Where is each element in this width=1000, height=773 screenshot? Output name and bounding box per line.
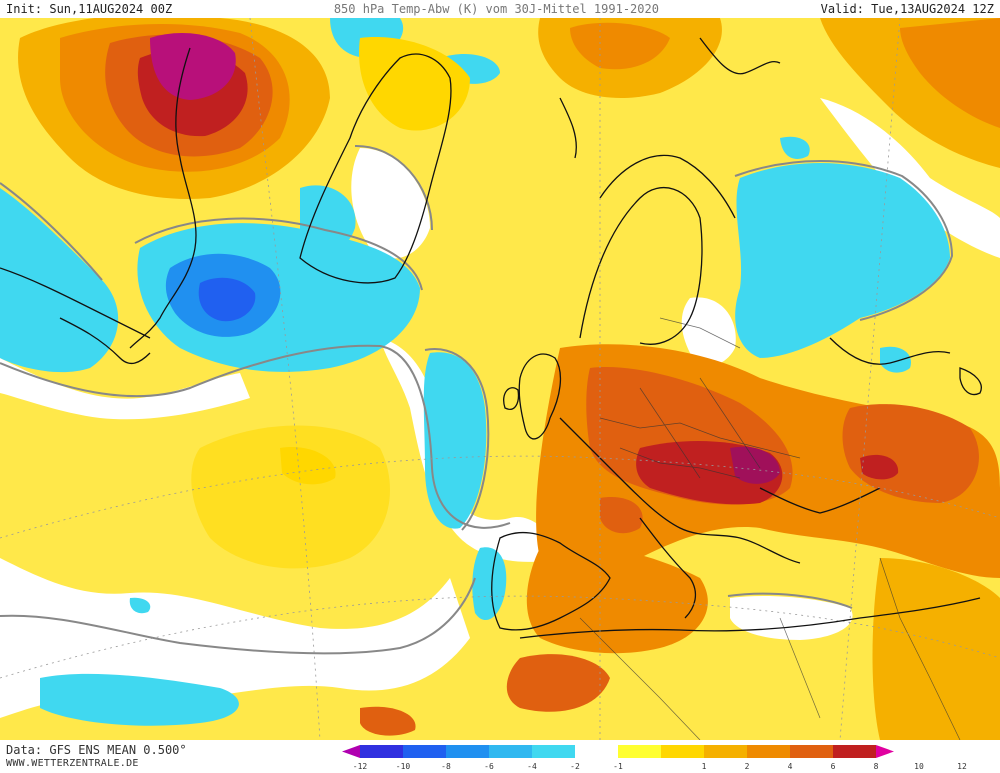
cold-anomaly-volga (880, 346, 911, 373)
init-time: Init: Sun,11AUG2024 00Z (6, 2, 173, 16)
legend-swatch (661, 745, 704, 758)
legend-tick-label: 10 (914, 762, 924, 771)
legend-swatch (575, 745, 618, 758)
legend-tick-label: 6 (831, 762, 836, 771)
website-credit: WWW.WETTERZENTRALE.DE (6, 758, 139, 769)
lat-lon-grid (0, 18, 1000, 740)
legend-tick-label: -4 (527, 762, 537, 771)
legend-tick-label: 8 (874, 762, 879, 771)
iberia-coast (491, 531, 611, 631)
cold-anomaly-south-atlantic (40, 673, 239, 726)
map-footer: Data: GFS ENS MEAN 0.500° WWW.WETTERZENT… (0, 740, 1000, 773)
legend-tick-label: -6 (484, 762, 494, 771)
legend-swatch (833, 745, 876, 758)
map-header: Init: Sun,11AUG2024 00Z 850 hPa Temp-Abw… (0, 0, 1000, 18)
neutral-zone-baltic (681, 297, 736, 366)
legend-tick-label: -8 (441, 762, 451, 771)
cold-anomaly-dot (129, 597, 151, 614)
greenland-coast (299, 53, 452, 284)
legend-swatch (446, 745, 489, 758)
warm-anomaly-morocco (506, 654, 610, 712)
legend-tick-label: -12 (353, 762, 368, 771)
cold-anomaly-greenland-sea (300, 185, 356, 255)
cold-anomaly-bay-of-biscay (423, 352, 487, 529)
legend-tick-label: -10 (396, 762, 411, 771)
cold-anomaly-russia (735, 163, 950, 358)
legend-swatch (790, 745, 833, 758)
legend-swatch (704, 745, 747, 758)
warm-anomaly-azores (191, 425, 390, 569)
cold-anomaly-white-sea (780, 136, 810, 159)
valid-time: Valid: Tue,13AUG2024 12Z (820, 2, 994, 16)
cold-anomaly-labrador (0, 188, 119, 373)
legend-arrow-max (876, 745, 894, 758)
legend-swatch (618, 745, 661, 758)
legend-tick-label: 2 (745, 762, 750, 771)
legend-tick-label: 12 (957, 762, 967, 771)
warm-anomaly-barents-core (570, 22, 670, 70)
legend-tick-label: 1 (702, 762, 707, 771)
neutral-zone-greenland-east (351, 148, 430, 259)
coastlines (0, 37, 982, 639)
temperature-anomaly-map (0, 18, 1000, 740)
anomaly-contours (0, 144, 954, 655)
legend-swatch (489, 745, 532, 758)
data-source: Data: GFS ENS MEAN 0.500° (6, 743, 187, 757)
legend-arrow-min (342, 745, 360, 758)
map-title: 850 hPa Temp-Abw (K) vom 30J-Mittel 1991… (333, 2, 659, 16)
country-borders (579, 317, 961, 740)
warm-anomaly-middle-east (872, 558, 1000, 740)
warm-anomaly-baffin-core (150, 33, 236, 100)
legend-swatch (403, 745, 446, 758)
warm-anomaly-kara-core (900, 18, 1000, 128)
neutral-zone-siberia (820, 98, 1000, 258)
warm-anomaly-france-south (600, 497, 643, 534)
warm-anomaly-africa-west (360, 706, 416, 736)
neutral-zone-atlantic-band (0, 358, 250, 420)
italy-coast (639, 517, 697, 619)
warm-anomaly-hungary-core (730, 446, 780, 484)
map-canvas (0, 18, 1000, 740)
cold-anomaly-deep-core (198, 277, 256, 322)
british-isles-coast (518, 353, 562, 440)
legend-swatch (747, 745, 790, 758)
legend-tick-label: -1 (613, 762, 623, 771)
warm-anomaly-black-sea-core (860, 454, 899, 480)
legend-swatch (360, 745, 403, 758)
legend-tick-label: -2 (570, 762, 580, 771)
legend-tick-label: 4 (788, 762, 793, 771)
legend-swatch (532, 745, 575, 758)
cold-anomaly-portugal (472, 547, 507, 621)
ireland-coast (503, 387, 520, 410)
warm-anomaly-greenland-north (359, 37, 470, 131)
color-legend: -12 -10 -8 -6 -4 -2 -1 1 2 4 6 8 10 12 (340, 742, 980, 772)
legend-bar: -12 -10 -8 -6 -4 -2 -1 1 2 4 6 8 10 12 (342, 745, 967, 771)
